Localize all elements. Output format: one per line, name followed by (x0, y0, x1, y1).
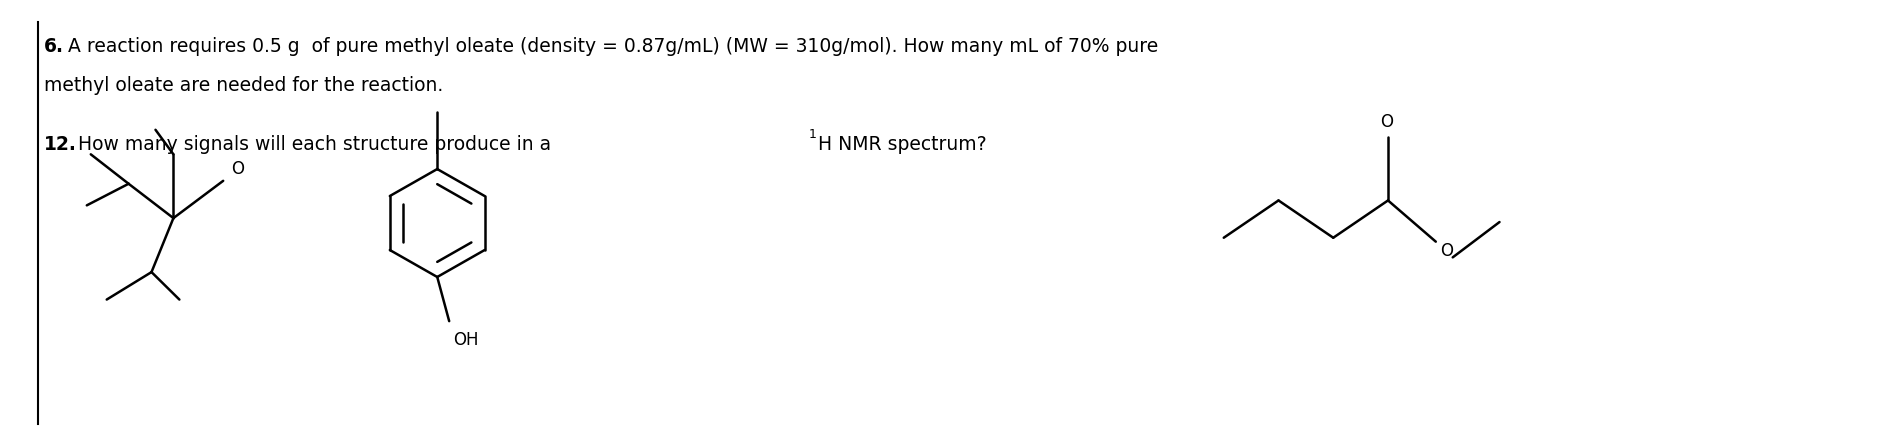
Text: A reaction requires 0.5 g  of pure methyl oleate (density = 0.87g/mL) (MW = 310g: A reaction requires 0.5 g of pure methyl… (62, 37, 1157, 56)
Text: O: O (1440, 242, 1453, 260)
Text: 6.: 6. (43, 37, 64, 56)
Text: H NMR spectrum?: H NMR spectrum? (817, 135, 986, 154)
Text: O: O (1380, 113, 1393, 131)
Text: How many signals will each structure produce in a: How many signals will each structure pro… (72, 135, 557, 154)
Text: 1: 1 (809, 128, 817, 141)
Text: methyl oleate are needed for the reaction.: methyl oleate are needed for the reactio… (43, 76, 444, 95)
Text: OH: OH (454, 331, 478, 349)
Text: 12.: 12. (43, 135, 77, 154)
Text: O: O (231, 160, 245, 178)
